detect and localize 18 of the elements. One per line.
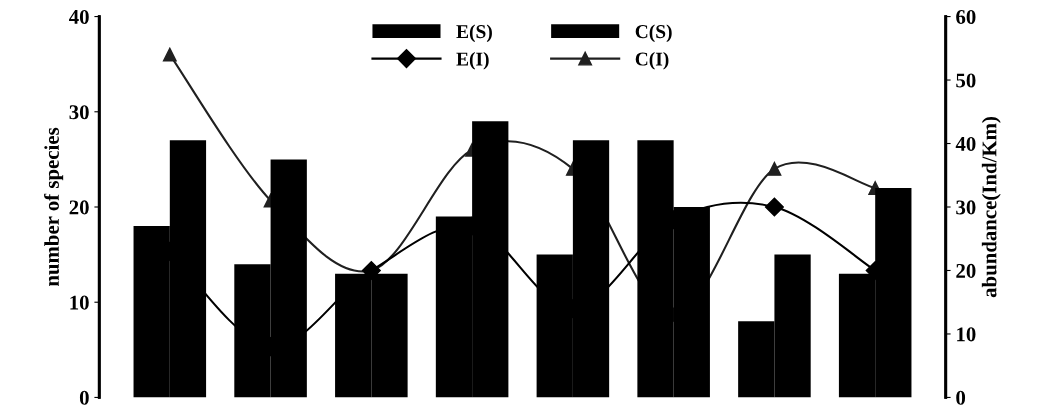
y2-tick-label: 60: [956, 9, 976, 24]
y-tick-label: 30: [69, 105, 89, 120]
y-tick-label: 40: [69, 9, 89, 24]
legend-label: C(S): [635, 24, 672, 43]
y2-tick-label: 50: [956, 73, 976, 88]
y-tick-label: 0: [79, 390, 89, 405]
y-tick-label: 20: [69, 200, 89, 215]
legend-label: C(I): [635, 51, 669, 70]
y2-axis-title: abundance(Ind/Km): [981, 117, 1001, 298]
y2-tick-label: 30: [956, 200, 976, 215]
y2-tick-label: 10: [957, 327, 976, 342]
legend-label: E(I): [456, 51, 489, 70]
y2-tick-label: 40: [955, 136, 976, 151]
y-axis-title: number of species: [44, 127, 64, 287]
y2-tick-label: 0: [956, 390, 966, 405]
y-tick-label: 10: [70, 295, 89, 310]
y2-tick-label: 20: [956, 263, 976, 278]
legend-label: E(S): [456, 24, 492, 43]
